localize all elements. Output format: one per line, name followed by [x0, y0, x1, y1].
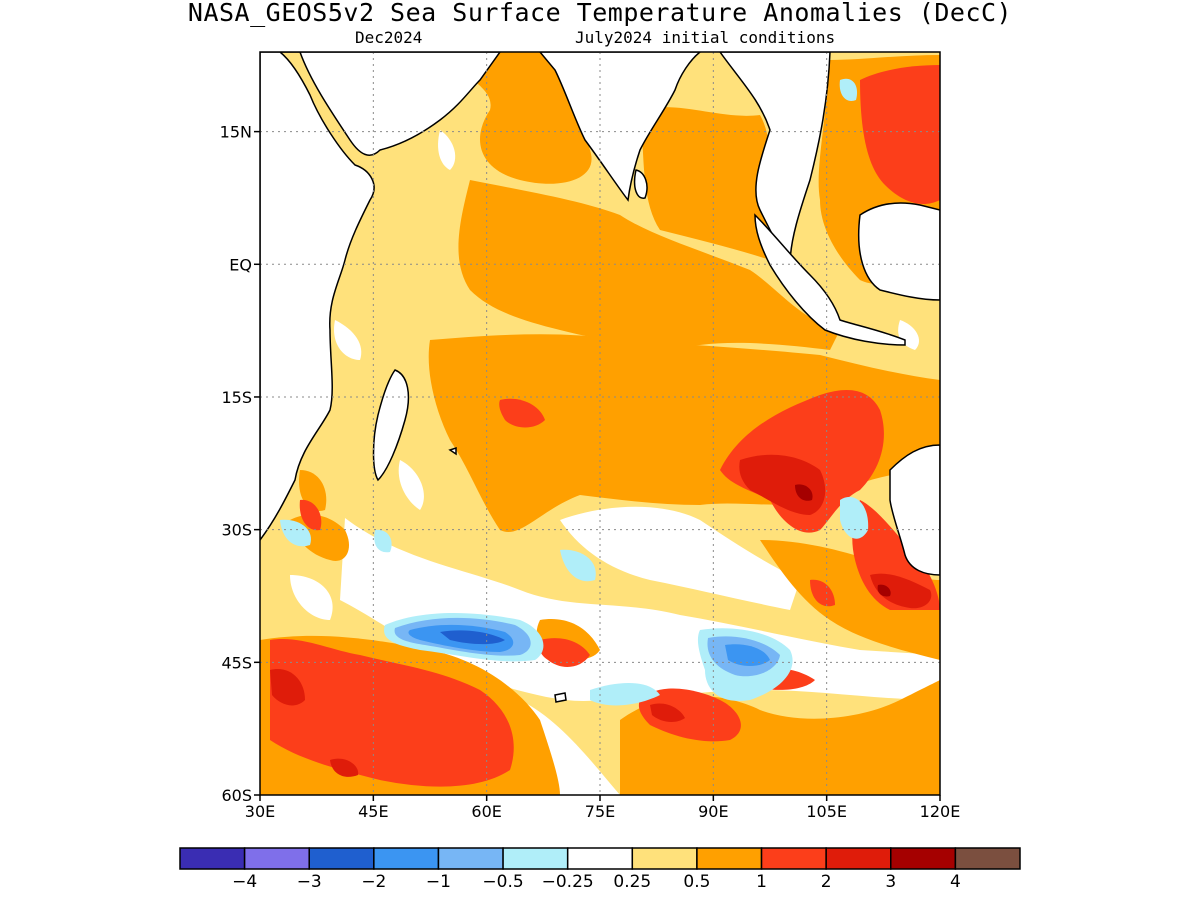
- colorbar: −4 −3 −2 −1 −0.5 −0.25 0.25 0.5 1 2 3 4: [179, 847, 1021, 892]
- sri-lanka: [633, 169, 648, 199]
- colorbar-label: 0.25: [613, 872, 651, 892]
- small-island-1: [448, 446, 457, 456]
- anomaly-strong-warm: [270, 454, 932, 777]
- y-tick-label: 15N: [220, 123, 252, 142]
- anomaly-very-strong-warm: [795, 484, 891, 597]
- colorbar-swatch: [502, 847, 569, 870]
- colorbar-swatch: [696, 847, 763, 870]
- y-axis: 15N EQ 15S 30S 45S 60S: [220, 123, 260, 805]
- colorbar-swatch: [825, 847, 892, 870]
- forecast-month: Dec2024: [355, 28, 423, 47]
- colorbar-label: 4: [950, 872, 961, 892]
- colorbar-label: 1: [756, 872, 767, 892]
- colorbar-label: 3: [885, 872, 896, 892]
- y-tick-label: 45S: [221, 653, 252, 672]
- x-tick-label: 105E: [806, 802, 847, 821]
- y-tick-label: 60S: [221, 786, 252, 805]
- x-tick-label: 45E: [358, 802, 388, 821]
- east-asia-islands: [857, 202, 940, 301]
- colorbar-label: 0.5: [683, 872, 710, 892]
- sumatra-java: [754, 213, 906, 346]
- colorbar-swatch: [566, 847, 634, 870]
- colorbar-swatch: [954, 847, 1021, 870]
- colorbar-label: −4: [232, 872, 257, 892]
- x-tick-label: 120E: [920, 802, 961, 821]
- colorbar-swatch: [308, 847, 375, 870]
- colorbar-label: −2: [361, 872, 386, 892]
- australia: [889, 444, 940, 576]
- colorbar-label: −0.5: [482, 872, 523, 892]
- colorbar-swatch: [760, 847, 827, 870]
- madagascar: [372, 369, 410, 482]
- colorbar-swatch: [437, 847, 504, 870]
- landmasses: [260, 52, 940, 703]
- x-tick-label: 90E: [698, 802, 728, 821]
- colorbar-label: −1: [426, 872, 451, 892]
- colorbar-swatch: [890, 847, 957, 870]
- colorbar-label: −3: [297, 872, 322, 892]
- map-title: NASA_GEOS5v2 Sea Surface Temperature Ano…: [187, 0, 1013, 27]
- y-tick-label: 15S: [221, 388, 252, 407]
- colorbar-label: −0.25: [542, 872, 594, 892]
- y-tick-label: 30S: [221, 521, 252, 540]
- y-tick-label: EQ: [229, 255, 252, 274]
- x-tick-label: 30E: [245, 802, 275, 821]
- initial-conditions-label: July2024 initial conditions: [575, 28, 836, 47]
- colorbar-swatch: [631, 847, 698, 870]
- map-gridlines: [260, 52, 940, 795]
- anomaly-field: [260, 52, 940, 795]
- x-axis: 30E 45E 60E 75E 90E 105E 120E: [245, 795, 961, 821]
- x-tick-label: 75E: [585, 802, 615, 821]
- small-island-2: [554, 692, 567, 703]
- africa-arabia: [260, 52, 501, 542]
- anomaly-strong-cool: [440, 630, 505, 645]
- colorbar-swatch: [373, 847, 440, 870]
- colorbar-swatch: [179, 847, 246, 870]
- x-tick-label: 60E: [471, 802, 501, 821]
- india: [539, 52, 702, 202]
- colorbar-swatch: [243, 847, 310, 870]
- colorbar-label: 2: [821, 872, 832, 892]
